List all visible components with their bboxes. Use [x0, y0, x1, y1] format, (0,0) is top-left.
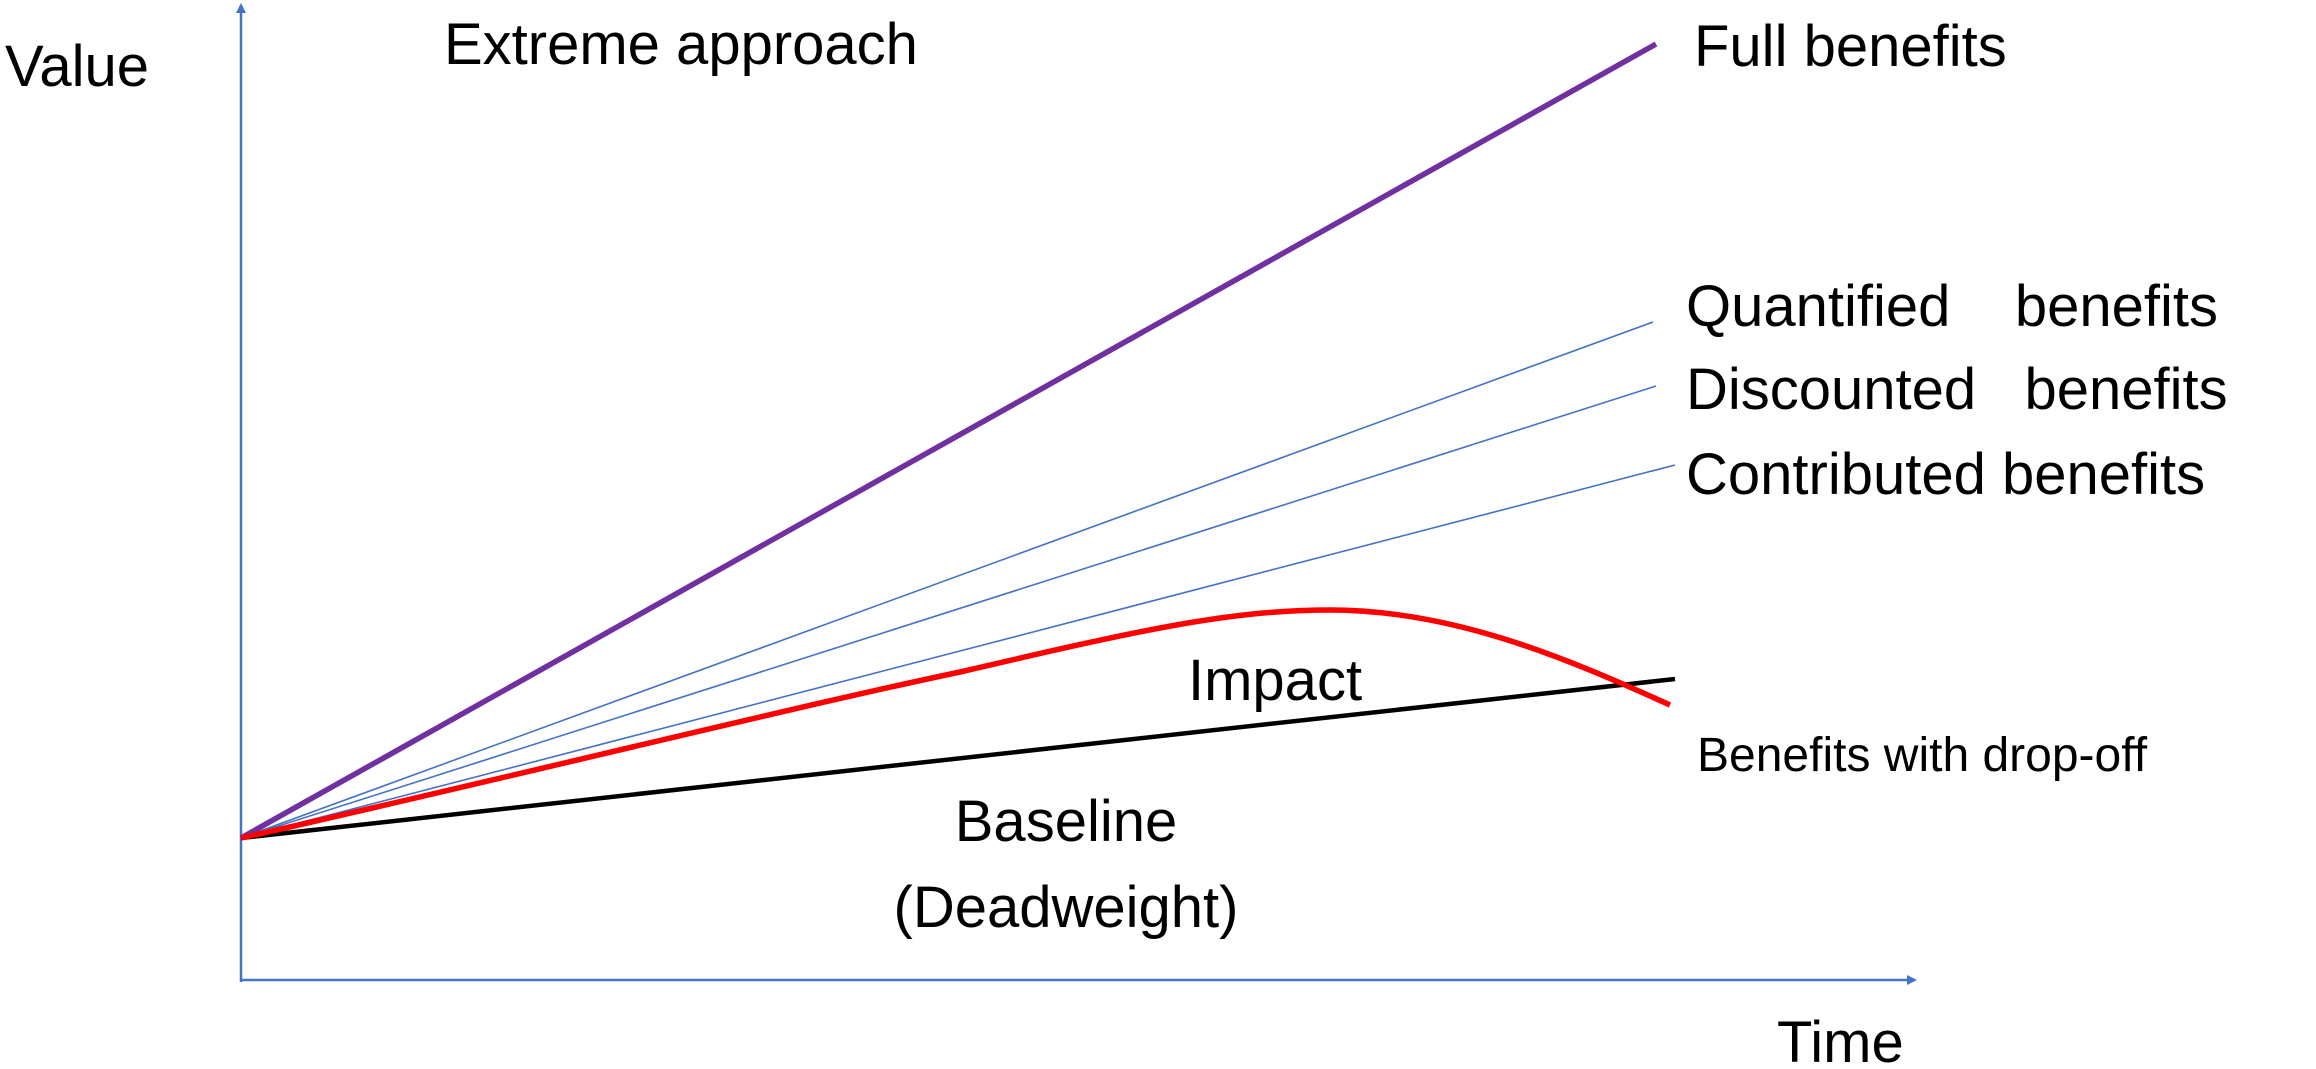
discounted-benefits-label: Discounted benefits — [1686, 357, 2228, 422]
baseline-label: Baseline — [955, 789, 1177, 854]
benefits-with-dropoff-label: Benefits with drop-off — [1697, 729, 2148, 782]
quantified-benefits-line — [240, 321, 1654, 839]
contributed-benefits-line — [240, 464, 1676, 839]
contributed-benefits-label: Contributed benefits — [1686, 442, 2205, 507]
x-axis-label: Time — [1777, 1010, 1904, 1069]
discounted-benefits-line — [240, 385, 1657, 839]
deadweight-label: (Deadweight) — [894, 875, 1239, 940]
benefits-with-dropoff-curve — [240, 607, 1672, 841]
diagram-title: Extreme approach — [444, 12, 918, 77]
full-benefits-label: Full benefits — [1694, 14, 2007, 79]
quantified-benefits-label: Quantified benefits — [1686, 274, 2218, 339]
y-axis-label: Value — [5, 34, 149, 99]
baseline-line — [240, 676, 1676, 841]
full-benefits-line — [239, 41, 1658, 841]
impact-label: Impact — [1188, 648, 1362, 713]
